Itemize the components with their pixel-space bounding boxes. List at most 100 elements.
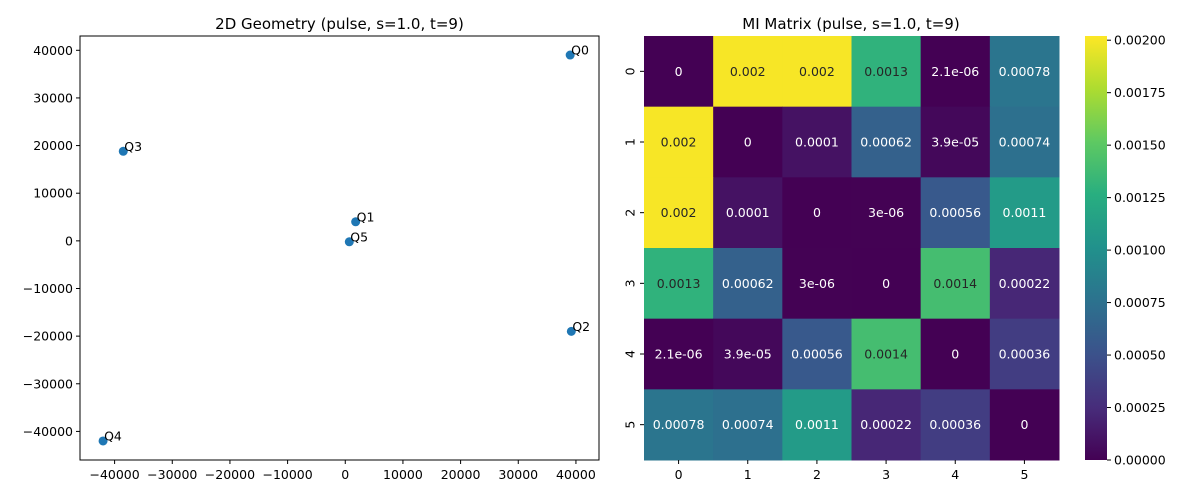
heatmap-cell-label: 0.00078 — [653, 417, 705, 432]
heatmap-cell — [851, 248, 922, 320]
heatmap-cell-label: 0.0014 — [864, 347, 908, 362]
heatmap-cell — [989, 36, 1060, 108]
scatter-point-label: Q4 — [104, 428, 122, 443]
heatmap-cell — [989, 248, 1060, 320]
scatter-x-tick-label: 40000 — [556, 467, 596, 482]
heatmap-cell-label: 0.0011 — [795, 417, 839, 432]
scatter-x-tick-label: 20000 — [441, 467, 481, 482]
heatmap-cell-label: 0.00078 — [999, 64, 1051, 79]
heatmap-cell — [782, 389, 852, 461]
heatmap-y-tick-label: 4 — [623, 350, 638, 358]
scatter-x-tick-label: 0 — [341, 467, 349, 482]
heatmap-cell — [851, 177, 922, 249]
heatmap-y-axis: 0 1 2 3 4 5 — [623, 67, 644, 429]
heatmap-cell-label: 0.0011 — [1003, 205, 1047, 220]
heatmap-cell-label: 0.00062 — [860, 135, 912, 150]
scatter-point-q0 — [565, 50, 575, 60]
heatmap-x-tick-label: 1 — [744, 467, 752, 482]
heatmap-cell — [644, 389, 714, 461]
heatmap-cell-label: 3e-06 — [868, 205, 904, 220]
heatmap-cell — [851, 36, 922, 108]
heatmap-cell-label: 0.00062 — [722, 276, 774, 291]
scatter-point-q5 — [344, 237, 354, 247]
colorbar-tick-label: 0.00125 — [1114, 190, 1166, 205]
scatter-y-tick-label: 30000 — [33, 90, 73, 105]
heatmap-y-tick-label: 0 — [623, 67, 638, 75]
heatmap-cell-label: 0.002 — [661, 135, 697, 150]
heatmap-cell — [644, 177, 714, 249]
heatmap-cell-label: 0.00036 — [929, 417, 981, 432]
heatmap-cell-label: 0.002 — [799, 64, 835, 79]
heatmap-cell — [920, 248, 991, 320]
heatmap-cell — [920, 318, 991, 390]
heatmap-cell — [920, 389, 991, 461]
heatmap-title: MI Matrix (pulse, s=1.0, t=9) — [742, 15, 959, 33]
heatmap-cell-label: 0 — [744, 135, 752, 150]
scatter-y-axis: −40000 −30000 −20000 −10000 0 10000 20000 30000… — [23, 43, 80, 439]
scatter-y-tick-label: 20000 — [33, 138, 73, 153]
scatter-points: Q0 Q1 Q2 Q3 Q4 Q5 — [98, 43, 590, 446]
heatmap-cell — [713, 177, 783, 249]
heatmap-cell — [782, 177, 852, 249]
heatmap-cell — [782, 318, 852, 390]
scatter-y-tick-label: 40000 — [33, 43, 73, 58]
scatter-x-axis: −40000 −30000 −20000 −10000 0 10000 20000 30000… — [89, 460, 596, 482]
heatmap-x-tick-label: 2 — [813, 467, 821, 482]
heatmap-x-tick-label: 0 — [675, 467, 683, 482]
heatmap-cell-label: 0 — [813, 205, 821, 220]
scatter-y-tick-label: −40000 — [23, 424, 73, 439]
heatmap-cell — [782, 106, 852, 178]
heatmap-cells: 0 0.002 0.002 0.0013 2.1e-06 0.00078 0.002 0 0.0… — [644, 36, 1060, 461]
scatter-point-label: Q5 — [350, 229, 368, 244]
heatmap-cell — [851, 106, 922, 178]
scatter-point-label: Q0 — [571, 43, 589, 58]
heatmap-cell-label: 0.0001 — [795, 135, 839, 150]
scatter-point-q2 — [566, 326, 576, 336]
heatmap-cell-label: 0.00056 — [929, 205, 981, 220]
scatter-point-label: Q3 — [124, 139, 142, 154]
colorbar-tick-label: 0.00175 — [1114, 85, 1166, 100]
heatmap-cell — [644, 36, 714, 108]
scatter-point-label: Q2 — [572, 319, 590, 334]
heatmap-cell-label: 0.00022 — [860, 417, 912, 432]
heatmap-cell-label: 0.00074 — [999, 135, 1051, 150]
heatmap-cell-label: 0.002 — [730, 64, 766, 79]
scatter-x-tick-label: −40000 — [89, 467, 139, 482]
heatmap-cell — [989, 389, 1060, 461]
heatmap-cell-label: 0.0013 — [864, 64, 908, 79]
scatter-x-tick-label: 10000 — [383, 467, 423, 482]
heatmap-x-tick-label: 3 — [882, 467, 890, 482]
scatter-y-tick-label: −30000 — [23, 376, 73, 391]
heatmap-cell — [713, 389, 783, 461]
heatmap-panel: MI Matrix (pulse, s=1.0, t=9) 0 0.002 0.00… — [623, 15, 1060, 482]
scatter-y-tick-label: 0 — [65, 233, 73, 248]
heatmap-x-axis: 0 1 2 3 4 5 — [675, 460, 1028, 482]
heatmap-cell — [920, 36, 991, 108]
scatter-point-q1 — [351, 217, 361, 227]
heatmap-cell — [782, 248, 852, 320]
scatter-y-tick-label: −20000 — [23, 329, 73, 344]
scatter-y-tick-label: −10000 — [23, 281, 73, 296]
heatmap-cell — [713, 106, 783, 178]
heatmap-cell — [920, 177, 991, 249]
colorbar-tick-label: 0.00100 — [1114, 243, 1166, 258]
scatter-title: 2D Geometry (pulse, s=1.0, t=9) — [215, 15, 464, 33]
heatmap-y-tick-label: 3 — [623, 279, 638, 287]
heatmap-cell-label: 0.0013 — [657, 276, 701, 291]
heatmap-cell-label: 0.0014 — [933, 276, 977, 291]
colorbar-tick-label: 0.00075 — [1114, 295, 1166, 310]
colorbar-tick-label: 0.00050 — [1114, 348, 1166, 363]
heatmap-cell — [989, 106, 1060, 178]
heatmap-cell-label: 0 — [951, 347, 959, 362]
heatmap-cell-label: 0.0001 — [726, 205, 770, 220]
heatmap-cell-label: 0.00056 — [791, 347, 843, 362]
heatmap-cell-label: 0.00022 — [999, 276, 1051, 291]
scatter-point-q3 — [118, 146, 128, 156]
scatter-x-tick-label: −20000 — [205, 467, 255, 482]
scatter-x-tick-label: 30000 — [498, 467, 538, 482]
heatmap-y-tick-label: 1 — [623, 138, 638, 146]
colorbar-gradient — [1085, 36, 1107, 460]
heatmap-x-tick-label: 5 — [1020, 467, 1028, 482]
heatmap-cell-label: 3.9e-05 — [931, 135, 979, 150]
scatter-point-q4 — [98, 436, 108, 446]
